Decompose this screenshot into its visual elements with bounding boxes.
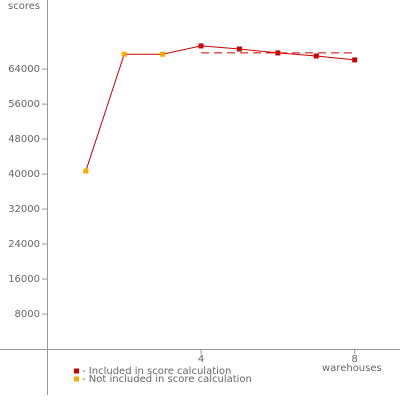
y-tick-label: 40000	[8, 169, 40, 180]
legend-label: - Included in score calculation	[82, 366, 231, 377]
y-tick-label: 16000	[8, 274, 40, 285]
data-point	[352, 57, 358, 63]
data-point	[160, 51, 166, 57]
legend-swatch	[74, 368, 79, 374]
x-tick-label: 4	[198, 354, 204, 365]
y-tick-label: 64000	[8, 64, 40, 75]
data-point	[83, 168, 89, 174]
data-point	[275, 50, 281, 56]
y-tick-label: 24000	[8, 239, 40, 250]
y-tick-label: 48000	[8, 134, 40, 145]
legend-swatch	[74, 376, 79, 382]
x-axis-label: warehouses	[322, 363, 382, 374]
y-tick-label: 56000	[8, 99, 40, 110]
data-point	[198, 43, 204, 49]
legend-label: - Not included in score calculation	[82, 374, 252, 385]
y-axis-label: scores	[8, 1, 40, 12]
x-tick-label: 8	[351, 354, 357, 365]
data-point	[236, 46, 242, 52]
data-point	[121, 51, 127, 57]
data-line	[85, 45, 355, 172]
data-point	[313, 53, 319, 59]
y-tick-label: 32000	[8, 204, 40, 215]
y-tick-label: 8000	[15, 309, 40, 320]
